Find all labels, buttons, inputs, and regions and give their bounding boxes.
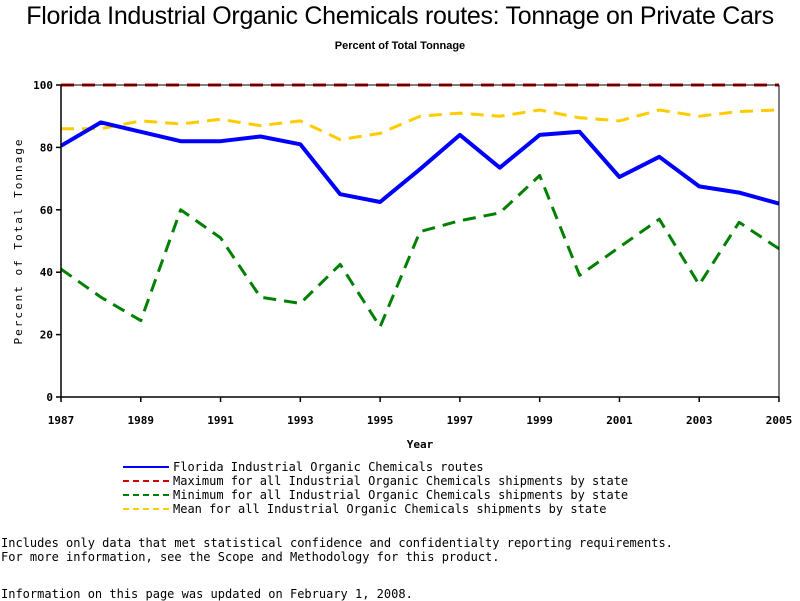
x-tick-label: 1999 <box>526 414 553 427</box>
y-tick-label: 80 <box>40 141 53 154</box>
x-tick-label: 1997 <box>447 414 474 427</box>
legend-swatch-mean <box>123 508 169 510</box>
legend-label: Maximum for all Industrial Organic Chemi… <box>173 474 628 488</box>
footnote-methodology: For more information, see the Scope and … <box>1 550 673 564</box>
x-tick-label: 2001 <box>606 414 633 427</box>
footnote-confidence: Includes only data that met statistical … <box>1 536 673 550</box>
footnotes: Includes only data that met statistical … <box>1 536 673 564</box>
legend-label: Mean for all Industrial Organic Chemical… <box>173 502 606 516</box>
x-tick-label: 2003 <box>686 414 713 427</box>
x-tick-label: 2005 <box>766 414 793 427</box>
series-line-mean <box>61 110 779 140</box>
legend-item: Florida Industrial Organic Chemicals rou… <box>123 460 628 474</box>
y-axis-title: Percent of Total Tonnage <box>12 138 25 345</box>
x-tick-label: 1991 <box>207 414 234 427</box>
legend-item: Mean for all Industrial Organic Chemical… <box>123 502 628 516</box>
series-line-florida <box>61 122 779 203</box>
x-tick-label: 1989 <box>128 414 155 427</box>
legend-item: Maximum for all Industrial Organic Chemi… <box>123 474 628 488</box>
line-chart: 0 20 40 60 80 100 1987 1989 1991 1993 1995 1997 1999… <box>0 0 800 460</box>
legend-swatch-maximum <box>123 480 169 482</box>
y-tick-label: 20 <box>40 329 53 342</box>
legend-swatch-minimum <box>123 494 169 496</box>
series-layer <box>61 85 779 327</box>
legend-swatch-florida <box>123 466 169 468</box>
legend: Florida Industrial Organic Chemicals rou… <box>123 460 628 516</box>
update-notice: Information on this page was updated on … <box>1 587 413 601</box>
legend-label: Florida Industrial Organic Chemicals rou… <box>173 460 484 474</box>
ticks-layer: 0 20 40 60 80 100 1987 1989 1991 1993 1995 1997 1999… <box>33 79 792 427</box>
y-tick-label: 0 <box>46 391 53 404</box>
x-axis-title: Year <box>407 438 434 451</box>
x-tick-label: 1993 <box>287 414 314 427</box>
y-tick-label: 40 <box>40 266 53 279</box>
series-line-minimum <box>61 176 779 327</box>
legend-label: Minimum for all Industrial Organic Chemi… <box>173 488 628 502</box>
legend-item: Minimum for all Industrial Organic Chemi… <box>123 488 628 502</box>
y-tick-label: 100 <box>33 79 53 92</box>
x-tick-label: 1987 <box>48 414 75 427</box>
y-tick-label: 60 <box>40 204 53 217</box>
x-tick-label: 1995 <box>367 414 394 427</box>
